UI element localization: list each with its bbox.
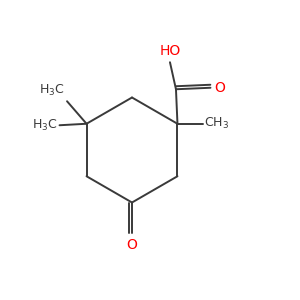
Text: CH$_3$: CH$_3$: [205, 116, 230, 131]
Text: HO: HO: [159, 44, 181, 58]
Text: O: O: [127, 238, 137, 252]
Text: O: O: [214, 81, 225, 95]
Text: H$_3$C: H$_3$C: [32, 118, 57, 133]
Text: H$_3$C: H$_3$C: [39, 83, 64, 98]
